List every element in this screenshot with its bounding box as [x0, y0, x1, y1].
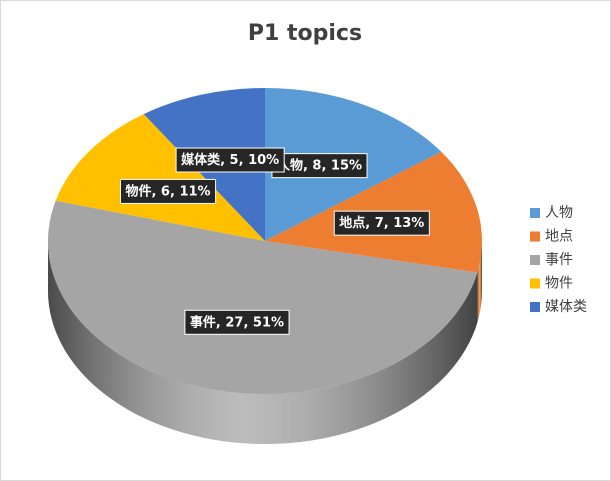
legend-swatch — [530, 302, 540, 312]
chart-title: P1 topics — [248, 21, 362, 46]
legend-label: 物件 — [545, 276, 573, 292]
legend-label: 地点 — [545, 229, 573, 245]
data-label-text: 媒体类, 5, 10% — [181, 152, 279, 168]
data-label: 事件, 27, 51% — [184, 309, 290, 335]
data-label: 媒体类, 5, 10% — [175, 147, 285, 173]
data-label-text: 物件, 6, 11% — [125, 183, 210, 199]
data-label: 物件, 6, 11% — [119, 178, 217, 204]
side-shading — [48, 241, 478, 445]
data-label-box — [184, 309, 290, 335]
legend-label: 人物 — [545, 205, 573, 221]
legend-swatch — [530, 208, 540, 218]
legend-swatch — [530, 231, 540, 242]
legend-label: 事件 — [545, 252, 573, 268]
side-shading — [477, 241, 482, 323]
data-label-text: 地点, 7, 13% — [339, 215, 424, 231]
legend-swatch — [530, 278, 540, 289]
legend-swatch — [530, 255, 540, 265]
data-label: 地点, 7, 13% — [333, 210, 430, 236]
data-label-box — [333, 210, 430, 236]
data-label: 人物, 8, 15% — [271, 153, 368, 179]
data-label-box — [119, 178, 217, 204]
pie-slice — [55, 114, 266, 241]
data-label-text: 人物, 8, 15% — [277, 158, 362, 174]
data-label-box — [175, 147, 285, 173]
legend-label: 媒体类 — [545, 299, 587, 315]
pie-slice — [48, 200, 478, 394]
data-label-text: 事件, 27, 51% — [190, 314, 284, 330]
